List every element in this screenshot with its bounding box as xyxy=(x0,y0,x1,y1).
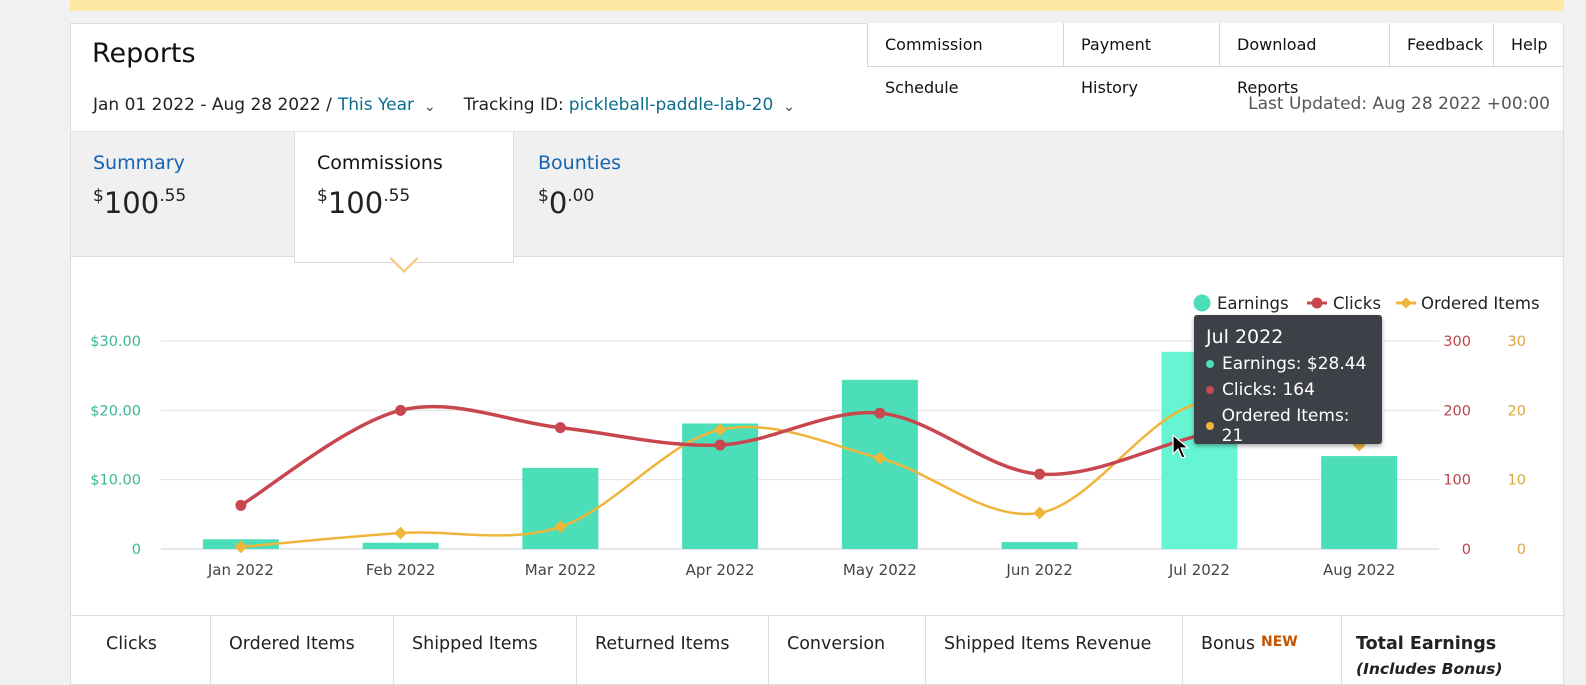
x-tick-label: Feb 2022 xyxy=(366,561,436,579)
bounties-label: Bounties xyxy=(538,152,622,174)
clicks-point xyxy=(554,422,566,434)
period-selector[interactable]: This Year xyxy=(337,95,415,115)
y-right-items-tick-label: 30 xyxy=(1508,334,1526,350)
feedback-tab[interactable]: Feedback xyxy=(1389,23,1493,66)
bonus-column[interactable]: Bonus NEW xyxy=(1183,616,1342,685)
new-badge: NEW xyxy=(1261,634,1298,650)
x-tick-label: Jan 2022 xyxy=(207,561,274,579)
y-right-clicks-tick-label: 300 xyxy=(1443,334,1471,350)
y-right-clicks-tick-label: 200 xyxy=(1443,403,1471,419)
earnings-bar xyxy=(1001,542,1078,549)
earnings-bar xyxy=(522,467,599,549)
alert-banner xyxy=(70,0,1564,11)
earnings-bar xyxy=(1321,456,1398,549)
legend-earnings-label: Earnings xyxy=(1217,294,1289,313)
x-tick-label: Aug 2022 xyxy=(1323,561,1395,579)
tracking-label: Tracking ID: xyxy=(463,95,564,115)
legend-ordered-items-marker xyxy=(1400,297,1412,309)
shipped-items-revenue-column[interactable]: Shipped Items Revenue xyxy=(926,616,1183,685)
x-tick-label: May 2022 xyxy=(843,561,917,579)
earnings-chart: 0 0 0 $10.00 100 10 $20.00 200 20 $30.00 300 30 Jan … xyxy=(90,294,1540,579)
ordered-items-line xyxy=(240,400,1360,549)
x-tick-label: Jun 2022 xyxy=(1005,561,1072,579)
clicks-point xyxy=(235,499,247,511)
legend-clicks-marker xyxy=(1311,297,1323,309)
x-tick-label: Jul 2022 xyxy=(1168,561,1230,579)
total-earnings-column[interactable]: Total Earnings (Includes Bonus) xyxy=(1342,616,1565,685)
download-reports-tab[interactable]: Download Reports xyxy=(1219,23,1389,97)
summary-amount: $100.55 xyxy=(93,186,187,220)
y-left-tick-label: $20.00 xyxy=(90,403,141,419)
returned-items-column[interactable]: Returned Items xyxy=(577,616,769,685)
y-left-tick-label: 0 xyxy=(132,542,141,558)
tooltip-earnings: Earnings: $28.44 xyxy=(1206,354,1370,374)
y-right-items-tick-label: 10 xyxy=(1508,473,1526,489)
earnings-bar xyxy=(362,542,439,549)
mouse-cursor-icon xyxy=(1172,434,1190,459)
bounties-tab[interactable]: Bounties $0.00 xyxy=(516,132,716,258)
summary-tabs: Summary $100.55 Commissions $100.55 Boun… xyxy=(71,131,1563,263)
tracking-id-selector[interactable]: pickleball-paddle-lab-20 xyxy=(568,95,774,115)
legend-clicks-label: Clicks xyxy=(1333,294,1381,313)
legend-earnings-marker xyxy=(1193,294,1211,312)
ordered-items-column[interactable]: Ordered Items xyxy=(211,616,394,685)
clicks-column[interactable]: Clicks xyxy=(71,616,211,685)
legend-ordered-items-label: Ordered Items xyxy=(1421,294,1540,313)
ordered-items-point xyxy=(394,526,407,540)
summary-label: Summary xyxy=(93,152,185,174)
clicks-point xyxy=(395,404,407,416)
clicks-point xyxy=(1034,468,1046,480)
x-tick-label: Apr 2022 xyxy=(686,561,755,579)
clicks-point xyxy=(714,439,726,451)
conversion-column[interactable]: Conversion xyxy=(769,616,926,685)
chart-tooltip: Jul 2022 Earnings: $28.44 Clicks: 164 Or… xyxy=(1194,315,1382,446)
ordered-items-point xyxy=(1033,506,1046,520)
reports-panel: Reports Commission Schedule Payment Hist… xyxy=(70,23,1565,685)
bounties-amount: $0.00 xyxy=(538,186,595,220)
clicks-point xyxy=(874,407,886,419)
commission-schedule-tab[interactable]: Commission Schedule xyxy=(867,23,1063,97)
last-updated: Last Updated: Aug 28 2022 +00:00 xyxy=(1248,94,1550,114)
date-range: Jan 01 2022 - Aug 28 2022 / xyxy=(93,95,332,115)
commissions-amount: $100.55 xyxy=(317,186,411,220)
chevron-down-icon[interactable]: ⌄ xyxy=(424,99,436,115)
tooltip-clicks: Clicks: 164 xyxy=(1206,380,1370,400)
top-nav: Commission Schedule Payment History Down… xyxy=(867,23,1563,97)
y-right-clicks-tick-label: 0 xyxy=(1462,542,1471,558)
y-right-items-tick-label: 0 xyxy=(1517,542,1526,558)
y-right-items-tick-label: 20 xyxy=(1508,403,1526,419)
tooltip-title: Jul 2022 xyxy=(1206,326,1284,348)
help-tab[interactable]: Help xyxy=(1493,23,1563,66)
shipped-items-column[interactable]: Shipped Items xyxy=(394,616,577,685)
page-title: Reports xyxy=(92,38,196,69)
payment-history-tab[interactable]: Payment History xyxy=(1063,23,1219,97)
chevron-down-icon[interactable]: ⌄ xyxy=(783,99,795,115)
metrics-header-row: Clicks Ordered Items Shipped Items Retur… xyxy=(71,615,1565,685)
active-tab-pointer xyxy=(389,257,419,273)
filter-bar: Jan 01 2022 - Aug 28 2022 / This Year ⌄ … xyxy=(93,95,823,115)
ordered-items-point xyxy=(234,540,248,554)
total-earnings-subtitle: (Includes Bonus) xyxy=(1356,660,1503,678)
y-left-tick-label: $30.00 xyxy=(90,334,141,350)
commissions-label: Commissions xyxy=(317,152,443,174)
commissions-tab[interactable]: Commissions $100.55 xyxy=(294,132,514,263)
y-right-clicks-tick-label: 100 xyxy=(1443,473,1471,489)
x-tick-label: Mar 2022 xyxy=(525,561,596,579)
y-left-tick-label: $10.00 xyxy=(90,473,141,489)
tooltip-ordered-items: Ordered Items: 21 xyxy=(1206,406,1370,446)
summary-tab[interactable]: Summary $100.55 xyxy=(71,132,294,258)
